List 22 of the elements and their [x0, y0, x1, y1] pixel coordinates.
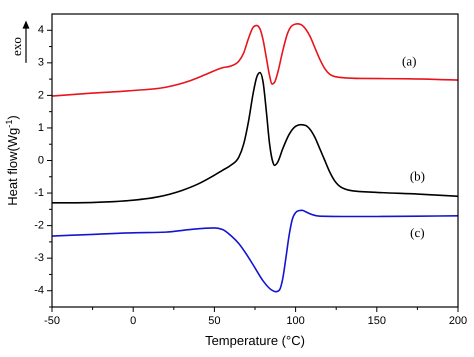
y-tick-label: 1 [38, 122, 44, 134]
x-tick-label: 50 [208, 315, 221, 327]
y-tick-label: -1 [34, 186, 44, 199]
line-series [52, 22, 458, 97]
series-label: (a) [402, 53, 416, 68]
x-tick-label: -50 [44, 315, 60, 327]
x-axis-title: Temperature (°C) [205, 333, 305, 348]
line-series [52, 210, 458, 292]
x-tick-label: 100 [286, 315, 305, 327]
y-tick-label: -4 [34, 284, 44, 297]
x-tick-label: 150 [368, 315, 386, 327]
y-tick-label: 4 [38, 24, 44, 36]
y-tick-label: 0 [38, 154, 44, 166]
y-tick-label: -2 [34, 220, 44, 232]
x-tick-label: 200 [448, 315, 468, 327]
y-tick-label: -3 [34, 252, 44, 264]
y-tick-label: 3 [38, 56, 44, 69]
series-label: (b) [410, 168, 425, 184]
series-label: (c) [410, 225, 425, 240]
text: exo [9, 37, 24, 56]
x-tick-label: 0 [130, 315, 136, 327]
y-tick-label: 2 [38, 89, 44, 102]
